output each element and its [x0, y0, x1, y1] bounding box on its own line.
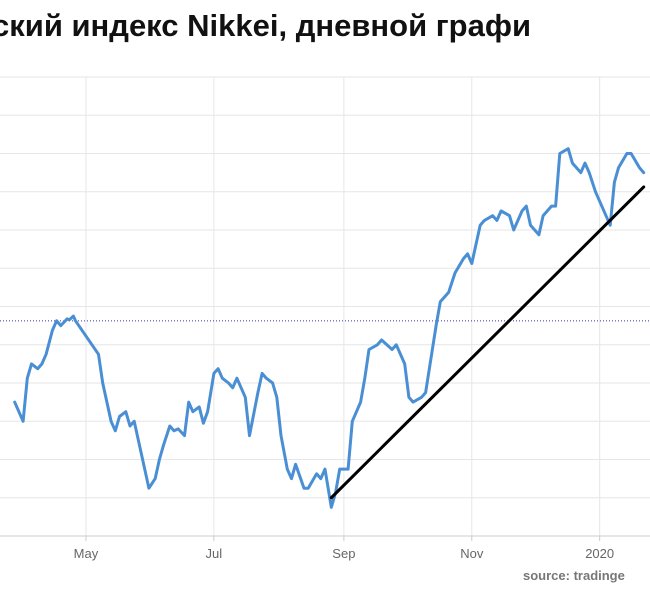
source-note: source: tradinge	[523, 568, 625, 583]
grid	[0, 76, 650, 537]
chart-title: ский индекс Nikkei, дневной графи	[0, 8, 532, 43]
series-layer	[13, 147, 646, 509]
x-tick-label: Jul	[206, 546, 223, 561]
trendline-layer	[329, 185, 646, 500]
x-tick-label: Sep	[332, 546, 355, 561]
series-line	[13, 147, 646, 509]
x-tick-label: May	[74, 546, 99, 561]
x-tick-label: Nov	[460, 546, 484, 561]
x-tick-label: 2020	[585, 546, 614, 561]
x-axis: May Jul Sep Nov 2020	[0, 535, 650, 561]
trendline	[329, 185, 646, 500]
